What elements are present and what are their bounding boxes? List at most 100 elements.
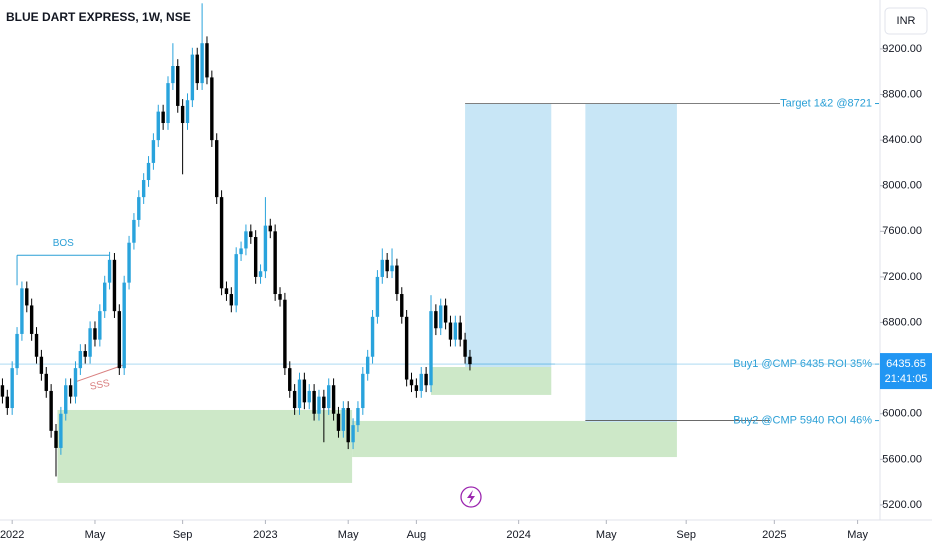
candle-body (463, 339, 467, 357)
candle-body (68, 385, 73, 397)
candle-body (346, 408, 350, 443)
x-tick-label: 2024 (506, 529, 530, 541)
candle-body (219, 197, 224, 289)
candle-body (234, 254, 238, 306)
candle-body (283, 299, 287, 369)
y-tick-label: 8800.00 (882, 88, 922, 100)
candle-body (78, 351, 83, 369)
candle-body (5, 396, 10, 409)
candle-body (327, 385, 331, 409)
candle-body (239, 248, 243, 255)
x-tick-label: May (338, 529, 359, 541)
candle-body (180, 105, 185, 124)
y-tick-label: 8000.00 (882, 180, 922, 192)
candle-body (146, 162, 151, 181)
candle-body (375, 276, 380, 317)
candle-body (88, 328, 92, 357)
candle-body (98, 311, 102, 340)
candle-body (395, 265, 399, 295)
candle-body (253, 237, 258, 277)
candle-body (453, 322, 458, 340)
zone (465, 103, 552, 367)
candle-body (122, 282, 126, 369)
annotation-line (75, 364, 125, 383)
candle-body (166, 83, 170, 124)
candle-body (292, 390, 297, 409)
candle-body (137, 197, 141, 220)
candle-body (468, 356, 472, 365)
y-tick-label: 5200.00 (882, 499, 922, 511)
annotation-label: SSS (89, 378, 111, 393)
price-label: 6435.65 (886, 358, 926, 370)
x-tick-label: May (85, 529, 106, 541)
candle-body (404, 316, 409, 380)
candle-body (34, 333, 39, 357)
candle-body (117, 311, 122, 369)
candle-body (317, 396, 321, 414)
candle-body (370, 316, 375, 357)
candle-body (331, 385, 336, 414)
candle-body (258, 271, 263, 277)
candle-body (107, 259, 112, 283)
x-tick-label: May (596, 529, 617, 541)
y-tick-label: 7200.00 (882, 271, 922, 283)
candle-body (229, 294, 234, 306)
alert-bolt (467, 490, 475, 504)
candle-body (112, 259, 117, 312)
zone (585, 103, 677, 422)
candle-body (390, 265, 394, 272)
candle-body (336, 413, 341, 431)
candle-body (156, 111, 160, 141)
candle-body (278, 294, 282, 300)
candle-body (361, 373, 365, 409)
candle-body (190, 54, 195, 101)
candle-body (127, 242, 131, 283)
candle-body (102, 282, 107, 312)
candle-body (176, 66, 180, 106)
zone (430, 366, 552, 395)
candle-body (341, 408, 346, 431)
annotation-label: BOS (53, 238, 74, 249)
candle-body (64, 385, 68, 414)
candle-body (351, 425, 355, 443)
candle-body (365, 356, 370, 374)
candle-body (215, 140, 219, 198)
candle-body (414, 385, 419, 391)
candle-body (302, 379, 307, 403)
candle-body (443, 305, 448, 323)
candle-body (185, 100, 190, 124)
candle-body (448, 322, 453, 340)
candle-body (419, 373, 423, 391)
candle-body (273, 231, 277, 295)
candle-body (49, 390, 53, 431)
candle-body (380, 259, 384, 277)
candle-body (439, 305, 443, 329)
candle-body (424, 373, 428, 386)
candle-body (161, 111, 165, 124)
candle-body (20, 288, 24, 334)
candle-body (73, 368, 78, 397)
candle-body (249, 231, 253, 238)
countdown: 21:41:05 (885, 373, 928, 385)
candle-body (385, 259, 389, 272)
level-label: Target 1&2 @8721 (780, 97, 872, 109)
candle-body (59, 413, 63, 448)
candle-body (434, 311, 438, 329)
candle-body (224, 288, 229, 295)
candle-body (297, 379, 302, 409)
x-tick-label: Aug (407, 529, 427, 541)
y-tick-label: 6800.00 (882, 316, 922, 328)
candle-body (409, 379, 414, 386)
candle-body (132, 219, 136, 243)
candle-body (15, 333, 19, 369)
candle-body (10, 368, 14, 409)
y-tick-label: 6000.00 (882, 408, 922, 420)
x-tick-label: 2022 (0, 529, 24, 541)
currency-box[interactable] (884, 7, 928, 35)
candle-body (141, 180, 146, 198)
x-tick-label: Sep (676, 529, 696, 541)
currency[interactable]: INR (897, 15, 916, 27)
candle-body (288, 368, 292, 391)
